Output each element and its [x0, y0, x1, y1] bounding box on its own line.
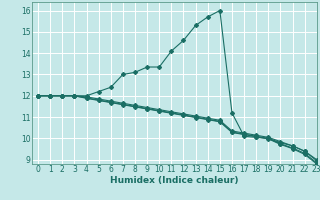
X-axis label: Humidex (Indice chaleur): Humidex (Indice chaleur): [110, 176, 239, 185]
